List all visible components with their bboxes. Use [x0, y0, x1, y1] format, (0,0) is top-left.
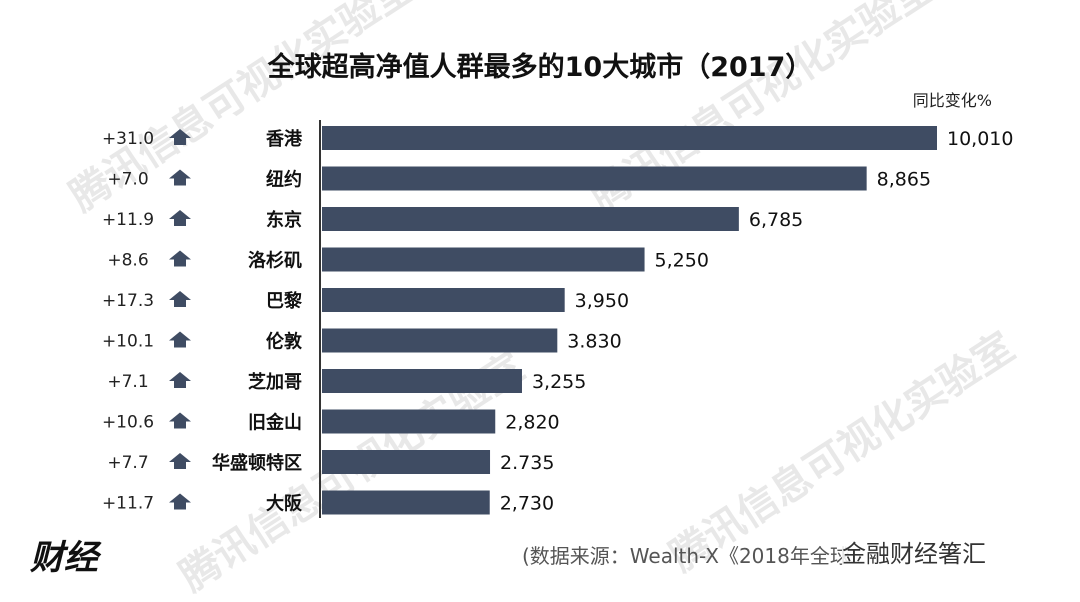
change-label: +11.7: [102, 494, 154, 514]
change-label: +7.0: [107, 170, 148, 190]
value-label: 5,250: [655, 250, 709, 272]
value-label: 2,820: [505, 412, 559, 434]
category-label: 伦敦: [266, 331, 303, 353]
change-label: +17.3: [102, 291, 154, 311]
bar: [322, 207, 739, 231]
change-header: 同比变化%: [913, 91, 992, 110]
category-label: 华盛顿特区: [212, 452, 302, 474]
up-arrow-icon: [169, 169, 191, 186]
value-label: 6,785: [749, 209, 803, 231]
category-label: 巴黎: [266, 290, 302, 312]
bar: [322, 126, 937, 150]
change-label: +10.6: [102, 413, 154, 433]
change-label: +7.7: [107, 453, 148, 473]
up-arrow-icon: [169, 493, 191, 510]
category-label: 大阪: [266, 493, 303, 515]
value-label: 3,255: [532, 371, 586, 393]
logo: 财经: [30, 538, 98, 578]
up-arrow-icon: [169, 250, 191, 267]
up-arrow-icon: [169, 210, 191, 226]
up-arrow-icon: [169, 291, 191, 307]
bar: [322, 247, 645, 272]
up-arrow-icon: [169, 372, 191, 388]
change-label: +7.1: [107, 372, 148, 392]
brand-label: 金融财经箸汇: [842, 534, 986, 569]
value-label: 3.830: [567, 331, 621, 353]
bar: [322, 409, 496, 434]
chart-stage: 腾讯信息可视化实验室 腾讯信息可视化实验室 腾讯信息可视化实验室 腾讯信息可视化…: [30, 0, 1022, 601]
value-label: 10,010: [947, 128, 1013, 150]
category-label: 洛杉矶: [248, 250, 302, 272]
category-label: 东京: [266, 209, 302, 231]
up-arrow-icon: [169, 129, 191, 145]
up-arrow-icon: [169, 453, 191, 469]
bar-rows: +31.0 香港 10,010 +7.0 纽约 8,865 +11.9 东京 6,785 +8.6…: [102, 126, 1013, 515]
bar: [322, 288, 565, 312]
value-label: 8,865: [877, 169, 931, 191]
up-arrow-icon: [169, 331, 191, 348]
category-label: 纽约: [266, 169, 302, 191]
change-label: +31.0: [102, 129, 154, 149]
bar: [322, 166, 867, 191]
bar: [322, 490, 490, 515]
value-label: 2.735: [500, 452, 554, 474]
source-note: (数据来源：Wealth-X《2018年全球: [522, 544, 850, 568]
category-label: 芝加哥: [248, 371, 302, 393]
up-arrow-icon: [169, 412, 191, 429]
value-label: 2,730: [500, 493, 554, 515]
bar: [322, 369, 522, 393]
chart-title: 全球超高净值人群最多的10大城市（2017）: [267, 51, 813, 83]
change-label: +10.1: [102, 332, 154, 352]
value-label: 3,950: [575, 290, 629, 312]
bar: [322, 328, 558, 353]
bar: [322, 450, 491, 474]
category-label: 旧金山: [248, 412, 302, 434]
category-label: 香港: [265, 129, 303, 150]
change-label: +11.9: [102, 210, 154, 230]
change-label: +8.6: [107, 251, 148, 271]
bar-chart: 全球超高净值人群最多的10大城市（2017） 同比变化% +31.0 香港 10,0…: [102, 51, 1013, 518]
